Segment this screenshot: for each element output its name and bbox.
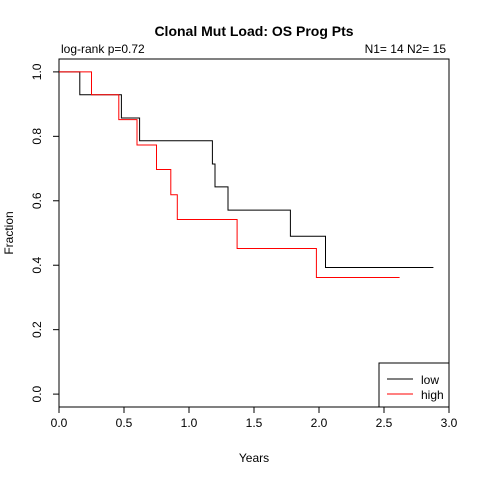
series-layer	[59, 71, 434, 278]
x-tick-label: 2.5	[376, 416, 393, 430]
sample-size-annotation: N1= 14 N2= 15	[365, 42, 447, 56]
y-tick-label: 0.8	[30, 128, 44, 145]
x-tick-label: 1.5	[246, 416, 263, 430]
y-tick-label: 1.0	[30, 63, 44, 80]
series-line-high	[59, 71, 400, 278]
x-axis: 0.0 0.5 1.0 1.5 2.0 2.5 3.0	[51, 407, 458, 430]
legend: low high	[378, 362, 450, 408]
legend-label-high: high	[421, 388, 444, 402]
x-tick-label: 2.0	[311, 416, 328, 430]
y-tick-label: 0.4	[30, 257, 44, 274]
y-axis: 0.0 0.2 0.4 0.6 0.8 1.0	[30, 63, 59, 402]
y-tick-label: 0.6	[30, 192, 44, 209]
x-axis-label: Years	[239, 451, 269, 465]
legend-label-low: low	[421, 373, 439, 387]
x-tick-label: 3.0	[441, 416, 458, 430]
y-axis-label: Fraction	[2, 211, 16, 254]
y-tick-label: 0.2	[30, 321, 44, 338]
chart-title: Clonal Mut Load: OS Prog Pts	[154, 23, 353, 39]
x-tick-label: 0.5	[116, 416, 133, 430]
y-tick-label: 0.0	[30, 385, 44, 402]
x-tick-label: 1.0	[181, 416, 198, 430]
plot-frame	[58, 58, 450, 408]
log-rank-annotation: log-rank p=0.72	[61, 42, 145, 56]
legend-box	[378, 362, 450, 408]
series-line-low	[59, 71, 434, 268]
x-tick-label: 0.0	[51, 416, 68, 430]
